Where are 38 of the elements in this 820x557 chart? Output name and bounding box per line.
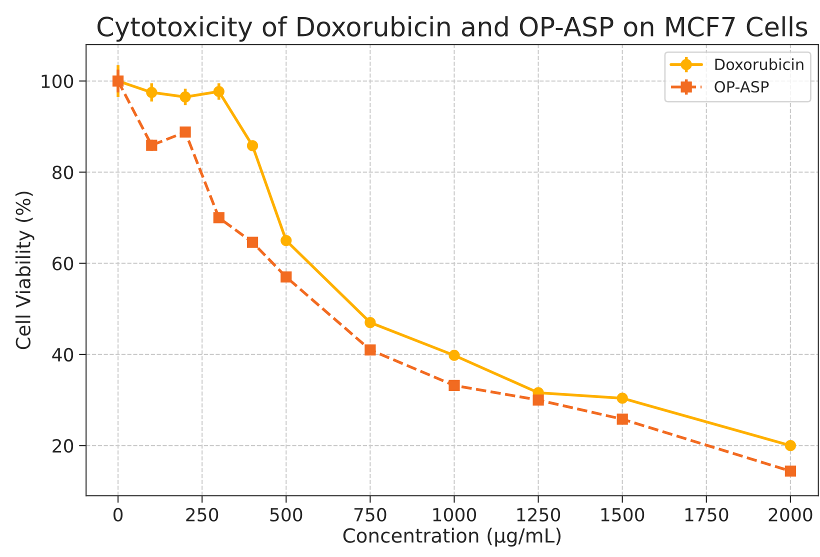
- x-tick-label: 500: [270, 508, 302, 522]
- point: [180, 91, 191, 103]
- point: [246, 140, 258, 152]
- y-tick-label: 20: [52, 439, 74, 453]
- point: [616, 414, 628, 425]
- point: [246, 236, 258, 248]
- x-tick-label: 0: [113, 508, 123, 522]
- legend-label: Doxorubicin: [715, 58, 804, 70]
- point: [213, 86, 224, 98]
- x-tick-label: 250: [186, 508, 218, 522]
- point: [213, 212, 224, 224]
- x-tick-label: 1500: [601, 508, 644, 522]
- point: [364, 317, 376, 328]
- x-tick-label: 1000: [433, 508, 476, 522]
- x-tick-label: 2000: [768, 508, 812, 522]
- point: [616, 392, 628, 404]
- y-tick-label: 60: [52, 256, 74, 270]
- y-tick-label: 100: [42, 74, 74, 88]
- point: [280, 271, 292, 283]
- x-tick-label: 1250: [517, 508, 560, 522]
- chart-title: Cytotoxicity of Doxorubicin and OP-ASP on MCF7 Cells: [98, 16, 808, 42]
- y-tick-label: 80: [52, 166, 74, 180]
- y-tick-label: 40: [52, 348, 74, 362]
- x-tick-label: 1750: [685, 508, 728, 522]
- point: [532, 394, 544, 406]
- point: [784, 466, 796, 477]
- y-axis-title: Cell Viability (%): [15, 192, 34, 350]
- x-tick-label: 750: [354, 508, 386, 522]
- point: [180, 126, 191, 138]
- point: [784, 440, 796, 452]
- point: [280, 234, 292, 246]
- legend-label: OP-ASP: [714, 81, 769, 93]
- point: [448, 380, 460, 391]
- x-axis-title: Concentration (μg/mL): [343, 528, 561, 547]
- point: [146, 86, 158, 98]
- point: [146, 140, 158, 151]
- point: [448, 350, 460, 361]
- point: [364, 344, 376, 356]
